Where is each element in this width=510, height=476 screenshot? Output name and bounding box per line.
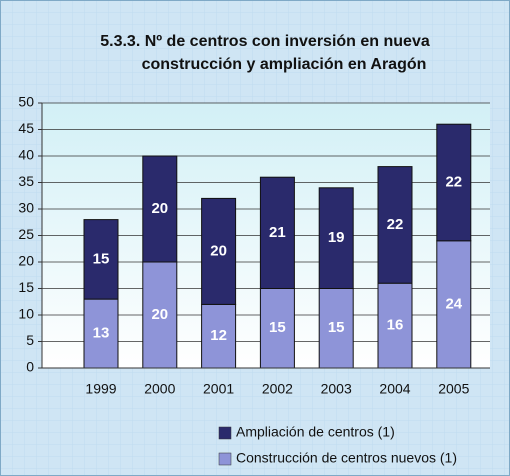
y-tick-label: 0 <box>26 359 34 375</box>
x-tick-label: 2001 <box>203 381 234 397</box>
bar-segment <box>318 288 354 369</box>
data-label: 21 <box>269 224 286 241</box>
data-label: 13 <box>93 325 110 342</box>
bar-segment <box>201 303 237 369</box>
y-tick-label: 15 <box>18 279 34 295</box>
data-label: 15 <box>93 250 110 267</box>
y-tick-label: 50 <box>18 94 34 110</box>
x-tick-label: 2002 <box>262 381 293 397</box>
bar-segment <box>377 166 413 284</box>
x-tick-label: 2000 <box>144 381 175 397</box>
data-label: 20 <box>210 242 227 259</box>
chart-title: construcción y ampliación en Aragón <box>142 56 427 73</box>
y-tick-label: 45 <box>18 120 34 136</box>
y-tick-label: 20 <box>18 253 34 269</box>
data-label: 22 <box>387 216 404 233</box>
bar-segment <box>436 240 472 369</box>
bar-segment <box>142 261 178 369</box>
x-tick-label: 2005 <box>438 381 469 397</box>
y-tick-label: 5 <box>26 332 34 348</box>
data-label: 15 <box>328 319 345 336</box>
bar-segment <box>377 282 413 369</box>
legend-swatch <box>218 452 232 466</box>
bar-segment <box>318 187 354 289</box>
legend-swatch <box>218 426 232 440</box>
bar-segment <box>83 219 119 300</box>
bar-segment <box>142 155 178 263</box>
data-label: 12 <box>210 327 227 344</box>
data-label: 15 <box>269 319 286 336</box>
x-tick-label: 2004 <box>379 381 410 397</box>
y-tick-label: 30 <box>18 200 34 216</box>
data-label: 22 <box>445 173 462 190</box>
legend-label: Construcción de centros nuevos (1) <box>236 450 457 466</box>
data-label: 16 <box>387 317 404 334</box>
data-label: 19 <box>328 229 345 246</box>
y-tick-label: 35 <box>18 173 34 189</box>
data-label: 20 <box>151 306 168 323</box>
y-tick-label: 25 <box>18 226 34 242</box>
bar-segment <box>83 298 119 369</box>
bar-segment <box>259 176 295 289</box>
y-tick-label: 10 <box>18 306 34 322</box>
data-label: 20 <box>151 200 168 217</box>
legend-label: Ampliación de centros (1) <box>236 424 395 440</box>
bar-segment <box>436 123 472 242</box>
y-tick-label: 40 <box>18 147 34 163</box>
bar-segment <box>201 197 237 305</box>
x-tick-label: 1999 <box>85 381 116 397</box>
chart-title: 5.3.3. Nº de centros con inversión en nu… <box>100 33 430 50</box>
data-label: 24 <box>445 295 462 312</box>
x-tick-label: 2003 <box>321 381 352 397</box>
